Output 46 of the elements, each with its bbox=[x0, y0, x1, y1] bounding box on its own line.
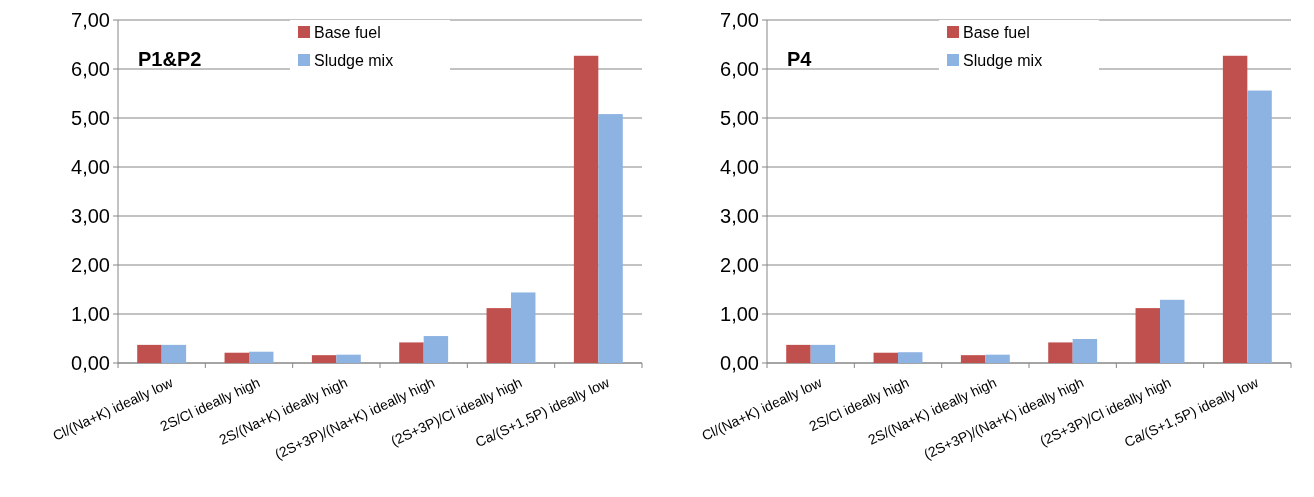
y-tick-label: 5,00 bbox=[720, 107, 759, 129]
y-tick-label: 2,00 bbox=[720, 254, 759, 276]
y-tick-label: 7,00 bbox=[720, 9, 759, 31]
y-tick-label: 4,00 bbox=[71, 156, 110, 178]
bar bbox=[960, 355, 986, 363]
legend-label: Sludge mix bbox=[314, 51, 394, 69]
bar bbox=[573, 55, 599, 363]
bar bbox=[873, 352, 898, 363]
text: P1&P2 bbox=[138, 48, 202, 70]
bar bbox=[311, 355, 337, 363]
legend-label: Sludge mix bbox=[963, 51, 1043, 69]
bar bbox=[486, 308, 511, 363]
y-tick-label: 3,00 bbox=[720, 205, 759, 227]
bar bbox=[224, 352, 249, 363]
bar bbox=[1048, 342, 1073, 363]
bar bbox=[336, 354, 361, 363]
y-tick-label: 5,00 bbox=[71, 107, 110, 129]
y-tick-label: 6,00 bbox=[71, 58, 110, 80]
legend-label: Base fuel bbox=[314, 23, 381, 41]
bar bbox=[1160, 299, 1185, 363]
y-tick-label: 7,00 bbox=[71, 9, 110, 31]
bar bbox=[1135, 308, 1160, 363]
bar bbox=[1247, 90, 1272, 363]
y-tick-label: 0,00 bbox=[71, 352, 110, 374]
bar bbox=[1072, 338, 1098, 363]
bar bbox=[399, 342, 424, 363]
y-tick-label: 1,00 bbox=[71, 303, 110, 325]
text: P4 bbox=[787, 48, 813, 70]
bar bbox=[985, 354, 1010, 363]
bar bbox=[423, 336, 449, 363]
bar bbox=[810, 344, 836, 363]
legend-label: Base fuel bbox=[963, 23, 1030, 41]
bar bbox=[786, 344, 811, 363]
y-tick-label: 4,00 bbox=[720, 156, 759, 178]
bar bbox=[898, 352, 923, 363]
y-tick-label: 0,00 bbox=[720, 352, 759, 374]
bar bbox=[249, 351, 274, 363]
bar bbox=[1222, 55, 1248, 363]
y-tick-label: 6,00 bbox=[720, 58, 759, 80]
bar bbox=[511, 292, 536, 363]
bar bbox=[137, 344, 162, 363]
y-tick-label: 2,00 bbox=[71, 254, 110, 276]
bar bbox=[598, 114, 623, 363]
y-tick-label: 3,00 bbox=[71, 205, 110, 227]
bar bbox=[161, 344, 187, 363]
y-tick-label: 1,00 bbox=[720, 303, 759, 325]
